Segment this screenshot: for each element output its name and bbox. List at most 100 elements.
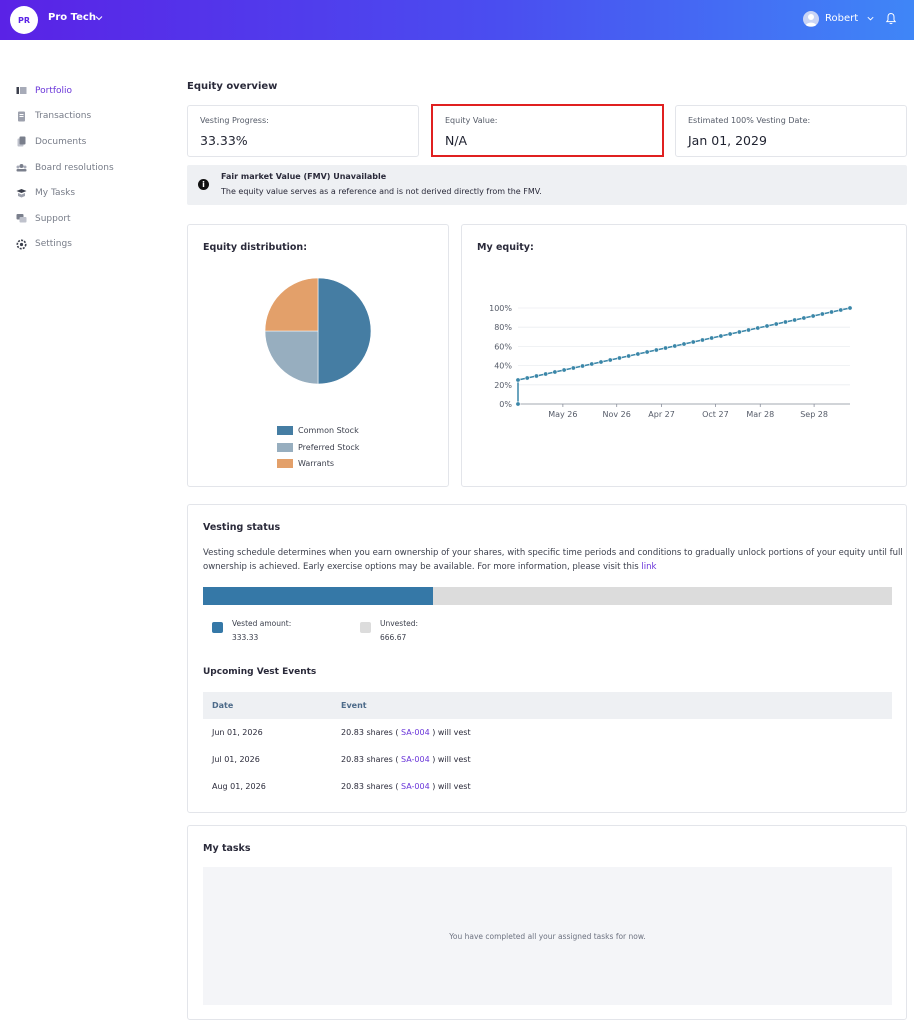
- equity-data-point[interactable]: [533, 373, 539, 379]
- equity-data-point[interactable]: [782, 319, 788, 325]
- vested-fill: [203, 587, 433, 605]
- event-date: Jun 01, 2026: [212, 728, 263, 737]
- user-avatar[interactable]: [803, 11, 819, 27]
- pie-chart: [264, 277, 372, 385]
- legend-swatch: [277, 443, 293, 452]
- sidebar-item-board-resolutions[interactable]: Board resolutions: [16, 155, 166, 181]
- equity-data-point[interactable]: [589, 361, 595, 367]
- y-tick-label: 0%: [499, 400, 512, 409]
- vested-label: Vested amount:: [232, 619, 292, 628]
- equity-data-point[interactable]: [810, 313, 816, 319]
- sidebar-item-settings[interactable]: Settings: [16, 232, 166, 258]
- sidebar-item-documents[interactable]: Documents: [16, 129, 166, 155]
- legend-item: Common Stock: [277, 426, 359, 435]
- sidebar-item-portfolio[interactable]: Portfolio: [16, 78, 166, 104]
- equity-data-point[interactable]: [626, 353, 632, 359]
- equity-data-point[interactable]: [681, 341, 687, 347]
- sidebar-item-my-tasks[interactable]: My Tasks: [16, 180, 166, 206]
- equity-data-point[interactable]: [515, 401, 521, 407]
- grant-link[interactable]: SA-004: [401, 782, 430, 791]
- equity-data-point[interactable]: [653, 347, 659, 353]
- tasks-icon: [16, 188, 27, 198]
- legend-label: Preferred Stock: [298, 443, 360, 452]
- equity-data-point[interactable]: [736, 329, 742, 335]
- equity-data-point[interactable]: [727, 331, 733, 337]
- equity-data-point[interactable]: [580, 363, 586, 369]
- equity-data-point[interactable]: [699, 337, 705, 343]
- x-tick-label: Nov 26: [603, 410, 631, 419]
- equity-data-point[interactable]: [543, 371, 549, 377]
- equity-data-point[interactable]: [524, 375, 530, 381]
- legend-item: Preferred Stock: [277, 443, 359, 452]
- equity-data-point[interactable]: [635, 351, 641, 357]
- sidebar-item-label: Board resolutions: [35, 162, 114, 173]
- equity-data-point[interactable]: [663, 345, 669, 351]
- equity-data-point[interactable]: [616, 355, 622, 361]
- chevron-down-icon[interactable]: [866, 14, 875, 23]
- stat-label: Estimated 100% Vesting Date:: [688, 116, 811, 125]
- event-text: ) will vest: [429, 755, 471, 764]
- user-name[interactable]: Robert: [825, 13, 859, 24]
- org-name[interactable]: Pro Tech: [48, 12, 96, 23]
- card-title: Vesting status: [203, 522, 281, 533]
- equity-data-point[interactable]: [801, 315, 807, 321]
- equity-data-point[interactable]: [764, 323, 770, 329]
- equity-data-point[interactable]: [598, 359, 604, 365]
- x-tick-label: Sep 28: [800, 410, 828, 419]
- equity-data-point[interactable]: [561, 367, 567, 373]
- equity-data-point[interactable]: [792, 317, 798, 323]
- event-text: 20.83 shares (: [341, 782, 401, 791]
- table-header: Date Event: [203, 692, 892, 719]
- equity-data-point[interactable]: [552, 369, 558, 375]
- legend-item: Warrants: [277, 459, 334, 468]
- equity-data-point[interactable]: [570, 365, 576, 371]
- equity-data-point[interactable]: [773, 321, 779, 327]
- equity-data-point[interactable]: [709, 335, 715, 341]
- stat-value: N/A: [445, 133, 468, 148]
- chevron-down-icon[interactable]: [94, 13, 104, 23]
- card-title: My equity:: [477, 242, 534, 253]
- org-avatar[interactable]: PR: [10, 6, 38, 34]
- column-header-date: Date: [212, 701, 234, 710]
- event-text: 20.83 shares (: [341, 728, 401, 737]
- card-title: Equity distribution:: [203, 242, 307, 253]
- equity-data-point[interactable]: [644, 349, 650, 355]
- sidebar-item-label: Transactions: [35, 111, 92, 122]
- sidebar-item-transactions[interactable]: Transactions: [16, 104, 166, 130]
- equity-data-point[interactable]: [755, 325, 761, 331]
- top-bar: PR Pro Tech Robert: [0, 0, 914, 40]
- unvested-label: Unvested:: [380, 619, 419, 628]
- section-title: Equity overview: [187, 81, 278, 92]
- more-info-link[interactable]: link: [641, 562, 657, 572]
- bell-icon[interactable]: [885, 12, 897, 25]
- vesting-date-card: Estimated 100% Vesting Date: Jan 01, 202…: [675, 105, 907, 157]
- my-tasks-card: My tasks You have completed all your ass…: [187, 825, 907, 1020]
- stat-label: Equity Value:: [445, 116, 498, 125]
- fmv-info-banner: i Fair market Value (FMV) Unavailable Th…: [187, 165, 907, 205]
- equity-data-point[interactable]: [515, 377, 521, 383]
- grant-link[interactable]: SA-004: [401, 755, 430, 764]
- equity-data-point[interactable]: [690, 339, 696, 345]
- legend-label: Warrants: [298, 459, 335, 468]
- equity-data-point[interactable]: [819, 311, 825, 317]
- my-equity-card: My equity: 0% 20% 40% 60% 80% 100% May 26 Nov 2…: [461, 224, 907, 487]
- equity-data-point[interactable]: [607, 357, 613, 363]
- equity-data-point[interactable]: [847, 305, 853, 311]
- sidebar-item-support[interactable]: Support: [16, 206, 166, 232]
- vesting-status-card: Vesting status Vesting schedule determin…: [187, 504, 907, 813]
- vested-value: 333.33: [232, 633, 259, 642]
- grant-link[interactable]: SA-004: [401, 728, 430, 737]
- equity-data-point[interactable]: [746, 327, 752, 333]
- x-tick-label: Apr 27: [648, 410, 675, 419]
- y-tick-label: 20%: [494, 381, 512, 390]
- upcoming-events-title: Upcoming Vest Events: [203, 667, 317, 677]
- equity-data-point[interactable]: [718, 333, 724, 339]
- column-header-event: Event: [341, 701, 367, 710]
- pie-slice-common-stock: [317, 277, 372, 385]
- equity-data-point[interactable]: [838, 307, 844, 313]
- equity-data-point[interactable]: [672, 343, 678, 349]
- sidebar-item-label: Support: [35, 213, 71, 224]
- equity-data-point[interactable]: [829, 309, 835, 315]
- pie-slice-preferred-stock: [264, 330, 319, 385]
- documents-icon: [17, 136, 26, 147]
